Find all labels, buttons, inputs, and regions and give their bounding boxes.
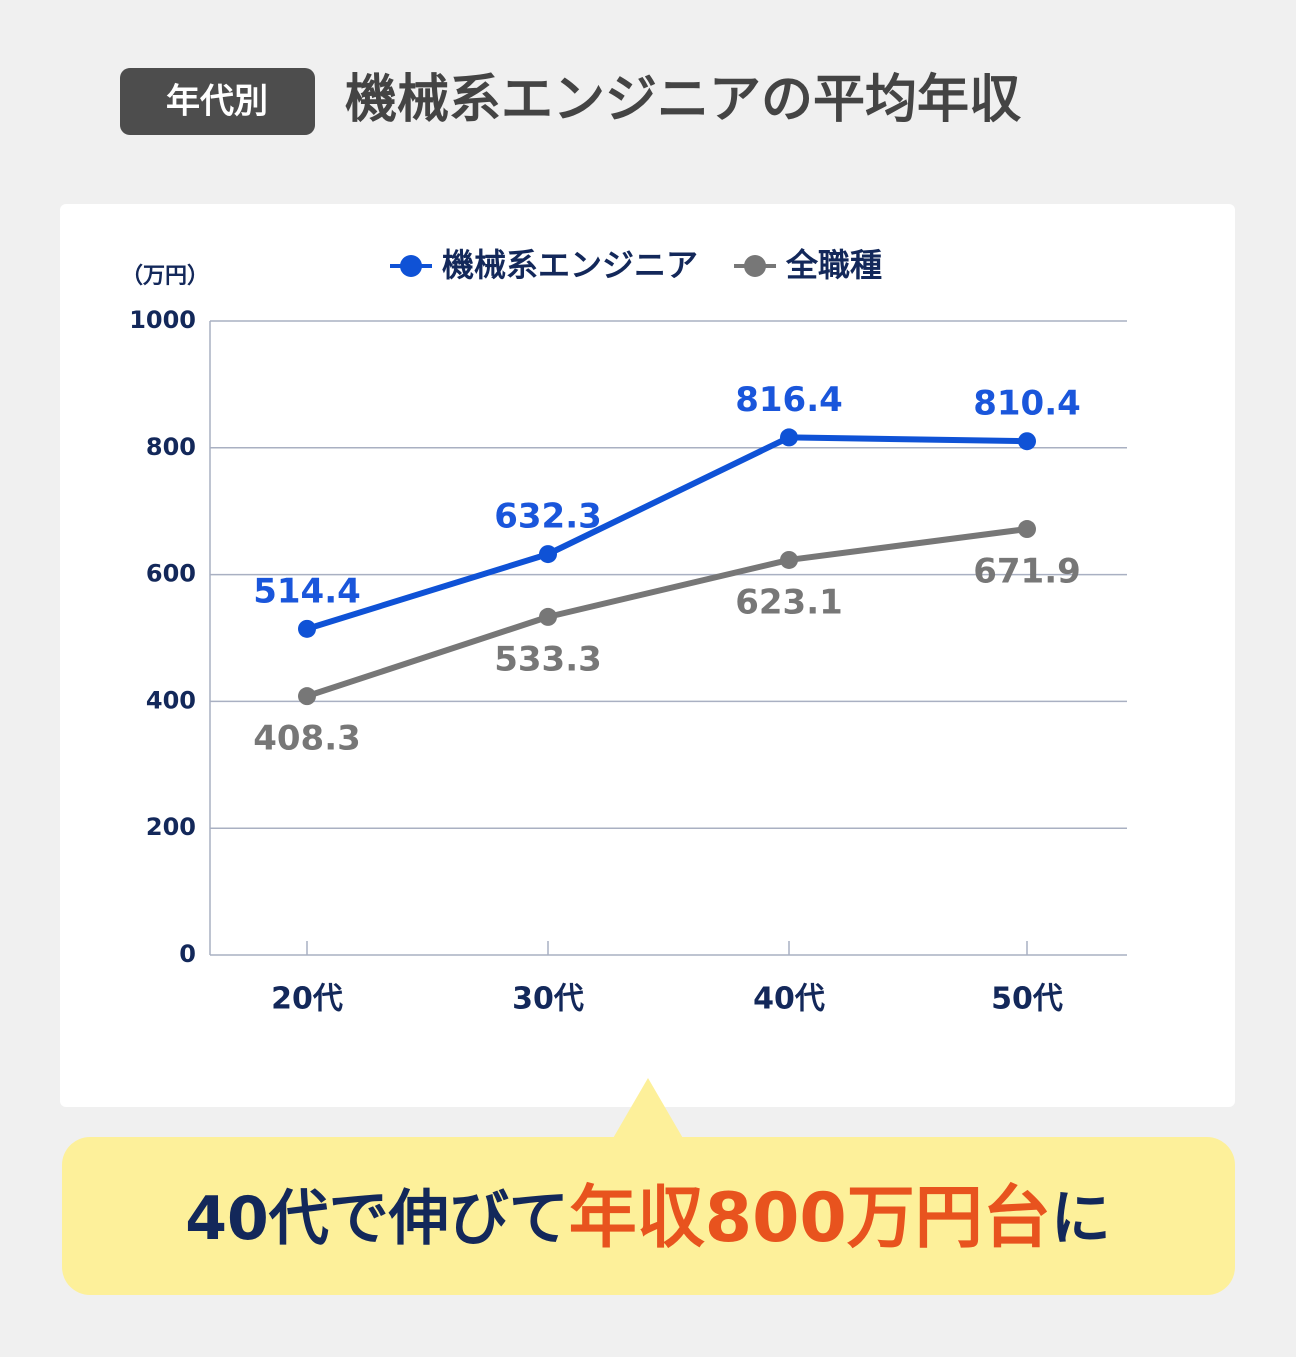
y-tick-label: 600 <box>146 560 196 588</box>
y-tick-label: 1000 <box>129 306 196 334</box>
data-point <box>539 545 557 564</box>
data-label: 623.1 <box>735 582 843 622</box>
callout-part: に <box>1051 1184 1111 1254</box>
y-tick-label: 400 <box>146 686 196 714</box>
data-point <box>298 687 316 706</box>
data-point <box>780 550 798 569</box>
badge <box>120 68 315 135</box>
legend-marker <box>744 255 767 277</box>
callout-box <box>62 1137 1235 1295</box>
data-point <box>539 607 557 626</box>
legend-marker <box>400 255 422 277</box>
x-tick-label: 20代 <box>271 982 343 1017</box>
data-label: 533.3 <box>494 639 602 679</box>
data-label: 671.9 <box>973 552 1081 592</box>
data-label: 810.4 <box>973 384 1081 424</box>
y-tick-label: 0 <box>179 940 196 968</box>
data-label: 632.3 <box>494 497 602 537</box>
badge-text: 年代別 <box>166 82 268 122</box>
chart-card <box>60 204 1235 1107</box>
callout-part: 40代で伸びて <box>185 1184 569 1254</box>
plot: 0 200 400 600 800 1000 20代 30代 40代 50代 514.4 632.3 8… <box>129 246 1127 1017</box>
data-point <box>1018 432 1036 451</box>
x-tick-label: 30代 <box>512 982 584 1017</box>
x-tick-label: 50代 <box>991 982 1063 1017</box>
y-tick-label: 200 <box>146 813 196 841</box>
callout-part: 年収800万円台 <box>569 1179 1051 1258</box>
series-line <box>306 526 1028 699</box>
data-point <box>1018 520 1036 539</box>
series-line <box>306 434 1028 632</box>
data-label: 408.3 <box>253 719 361 759</box>
data-point <box>780 428 798 447</box>
y-unit-label: （万円） <box>121 264 209 289</box>
y-tick-label: 800 <box>146 433 196 461</box>
data-point <box>298 619 316 638</box>
page-title: 機械系エンジニアの平均年収 <box>345 70 1021 130</box>
data-label: 514.4 <box>253 571 361 611</box>
x-tick-label: 40代 <box>753 982 825 1017</box>
callout-pointer <box>612 1078 684 1140</box>
legend-label: 機械系エンジニア <box>442 246 698 284</box>
legend-label: 全職種 <box>785 246 882 284</box>
data-label: 816.4 <box>735 380 843 420</box>
callout-text: 40代で伸びて年収800万円台に <box>185 1179 1110 1258</box>
